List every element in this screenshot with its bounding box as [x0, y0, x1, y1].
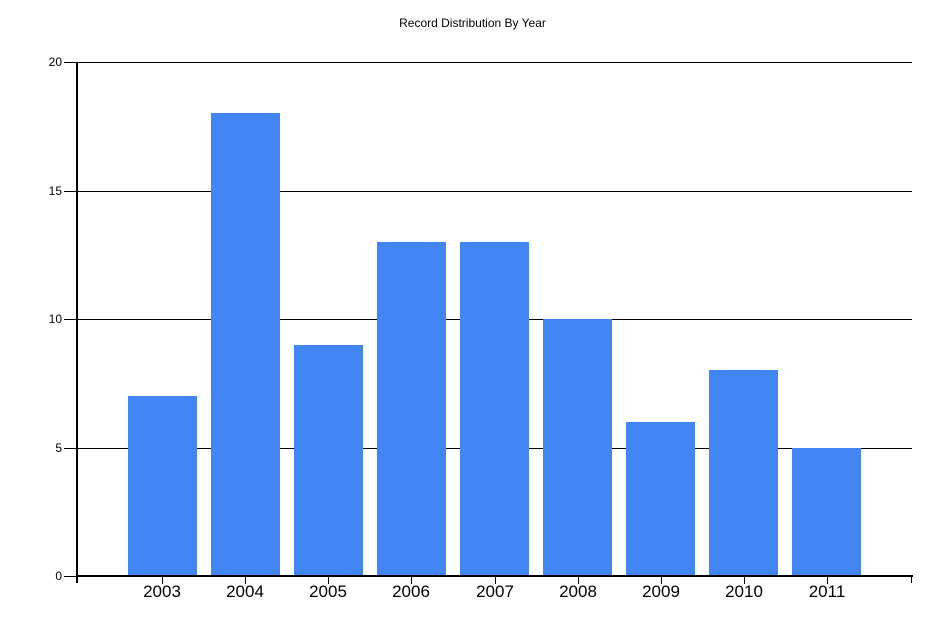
y-axis-tick	[64, 191, 77, 192]
x-tick-label: 2003	[143, 582, 181, 601]
x-axis-tick	[411, 577, 412, 584]
gridline	[77, 191, 912, 192]
x-tick-label: 2008	[559, 582, 597, 601]
y-axis-tick	[64, 448, 77, 449]
y-tick-label: 0	[55, 569, 62, 583]
chart-title: Record Distribution By Year	[399, 16, 546, 30]
bar	[543, 319, 612, 576]
y-axis-tick	[64, 62, 77, 63]
y-tick-label: 15	[48, 184, 62, 198]
x-tick-label: 2004	[226, 582, 264, 601]
bar	[211, 113, 280, 576]
x-axis-tick	[661, 577, 662, 584]
x-tick-label: 2007	[476, 582, 514, 601]
x-axis-line	[76, 575, 913, 577]
x-tick-label: 2011	[808, 582, 846, 601]
y-tick-label: 20	[48, 55, 62, 69]
y-tick-label: 10	[48, 312, 62, 326]
bar	[709, 370, 778, 576]
x-axis-tick	[245, 577, 246, 584]
x-axis-end-tick	[911, 577, 912, 583]
gridline	[77, 62, 912, 63]
bar	[377, 242, 446, 576]
bar	[460, 242, 529, 576]
y-axis-tick	[64, 576, 77, 577]
y-tick-label: 5	[55, 441, 62, 455]
y-axis-tick	[64, 319, 77, 320]
x-tick-label: 2006	[392, 582, 430, 601]
bar	[792, 448, 861, 576]
x-tick-label: 2010	[725, 582, 763, 601]
x-axis-tick	[744, 577, 745, 584]
x-tick-label: 2009	[642, 582, 680, 601]
bar	[294, 345, 363, 576]
x-axis-tick	[827, 577, 828, 584]
bar	[626, 422, 695, 576]
bar	[128, 396, 197, 576]
x-axis-tick	[162, 577, 163, 584]
x-axis-tick	[328, 577, 329, 584]
x-axis-tick	[495, 577, 496, 584]
y-axis-line	[76, 62, 78, 583]
x-axis-tick	[578, 577, 579, 584]
x-tick-label: 2005	[309, 582, 347, 601]
